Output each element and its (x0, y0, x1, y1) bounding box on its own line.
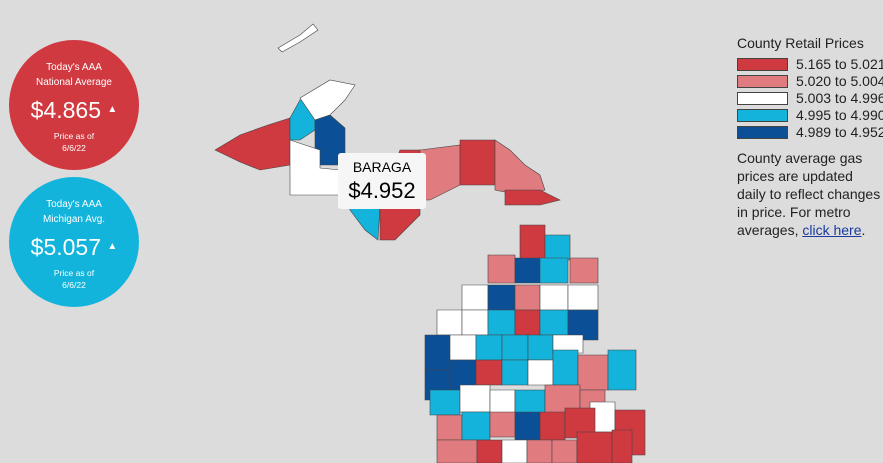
national-date-label: Price as of (53, 131, 95, 141)
michigan-title: Today's AAA (46, 199, 102, 210)
note-period: . (861, 222, 866, 238)
county[interactable] (569, 257, 599, 284)
national-subtitle: National Average (36, 77, 112, 88)
county[interactable] (514, 411, 541, 441)
national-date: 6/6/22 (62, 143, 86, 153)
legend-label: 5.003 to 4.996 (796, 90, 883, 106)
legend-label: 5.020 to 5.004 (796, 73, 883, 89)
county[interactable] (514, 389, 546, 416)
legend-item: 5.020 to 5.004 (737, 73, 883, 90)
county[interactable] (539, 411, 566, 441)
county[interactable] (567, 309, 599, 341)
county[interactable] (461, 411, 491, 441)
county[interactable] (475, 359, 503, 386)
county[interactable] (607, 349, 637, 391)
county[interactable] (436, 414, 463, 441)
michigan-date: 6/6/22 (62, 280, 86, 290)
note-text: County average gas prices are updated da… (737, 150, 881, 238)
legend: County Retail Prices 5.165 to 5.021 5.020… (737, 34, 883, 239)
legend-item: 5.003 to 4.996 (737, 90, 883, 107)
county[interactable] (539, 284, 569, 311)
michigan-date-label: Price as of (53, 268, 95, 278)
tooltip-county: BARAGA (352, 159, 412, 175)
triangle-up-icon: ▲ (107, 241, 118, 252)
metro-averages-link[interactable]: click here (802, 222, 862, 238)
legend-swatch (737, 75, 788, 88)
county[interactable] (526, 439, 553, 463)
national-average-badge: Today's AAA National Average $4.865 ▲ Pri… (9, 40, 139, 170)
legend-item: 4.989 to 4.952 (737, 124, 883, 141)
county-tooltip: BARAGA $4.952 (338, 153, 426, 209)
county[interactable] (461, 284, 489, 311)
county[interactable] (461, 309, 489, 336)
county[interactable] (552, 334, 584, 354)
county[interactable] (527, 359, 554, 386)
michigan-price: $5.057 (30, 234, 102, 260)
county[interactable] (527, 334, 554, 361)
county[interactable] (551, 439, 578, 463)
tooltip-price: $4.952 (348, 178, 416, 203)
county[interactable] (539, 257, 569, 284)
county[interactable] (494, 139, 546, 196)
county[interactable] (504, 189, 561, 206)
county[interactable] (277, 23, 319, 53)
county[interactable] (501, 334, 529, 361)
legend-label: 4.995 to 4.990 (796, 107, 883, 123)
triangle-up-icon: ▲ (107, 104, 118, 115)
legend-label: 5.165 to 5.021 (796, 56, 883, 72)
county[interactable] (214, 117, 291, 171)
legend-label: 4.989 to 4.952 (796, 124, 883, 140)
michigan-subtitle: Michigan Avg. (42, 214, 106, 225)
county[interactable] (501, 439, 528, 463)
national-price: $4.865 (30, 97, 102, 123)
county[interactable] (475, 334, 503, 361)
legend-swatch (737, 92, 788, 105)
legend-title: County Retail Prices (737, 35, 864, 51)
county[interactable] (436, 309, 463, 336)
michigan-average-badge: Today's AAA Michigan Avg. $5.057 ▲ Price … (9, 177, 139, 307)
county[interactable] (567, 284, 599, 311)
county[interactable] (424, 334, 451, 371)
county[interactable] (576, 431, 613, 463)
legend-swatch (737, 109, 788, 122)
county[interactable] (459, 139, 496, 186)
county[interactable] (539, 309, 569, 336)
legend-item: 5.165 to 5.021 (737, 56, 883, 73)
county[interactable] (459, 384, 491, 413)
county[interactable] (476, 439, 503, 463)
county[interactable] (519, 224, 546, 261)
county[interactable] (544, 234, 571, 261)
national-title: Today's AAA (46, 62, 102, 73)
county[interactable] (611, 429, 633, 463)
legend-item: 4.995 to 4.990 (737, 107, 883, 124)
county[interactable] (487, 309, 516, 336)
legend-swatch (737, 126, 788, 139)
county[interactable] (419, 144, 461, 201)
county[interactable] (449, 334, 477, 361)
county[interactable] (489, 411, 516, 438)
county[interactable] (501, 359, 529, 386)
legend-note: County average gas prices are updated da… (737, 149, 883, 239)
county[interactable] (552, 349, 579, 386)
legend-swatch (737, 58, 788, 71)
county[interactable] (514, 284, 541, 311)
county[interactable] (514, 257, 541, 284)
county[interactable] (429, 389, 461, 416)
county[interactable] (577, 354, 609, 391)
county[interactable] (514, 309, 541, 336)
county[interactable] (487, 254, 516, 284)
county[interactable] (487, 284, 516, 311)
county[interactable] (436, 439, 478, 463)
county[interactable] (489, 389, 516, 416)
